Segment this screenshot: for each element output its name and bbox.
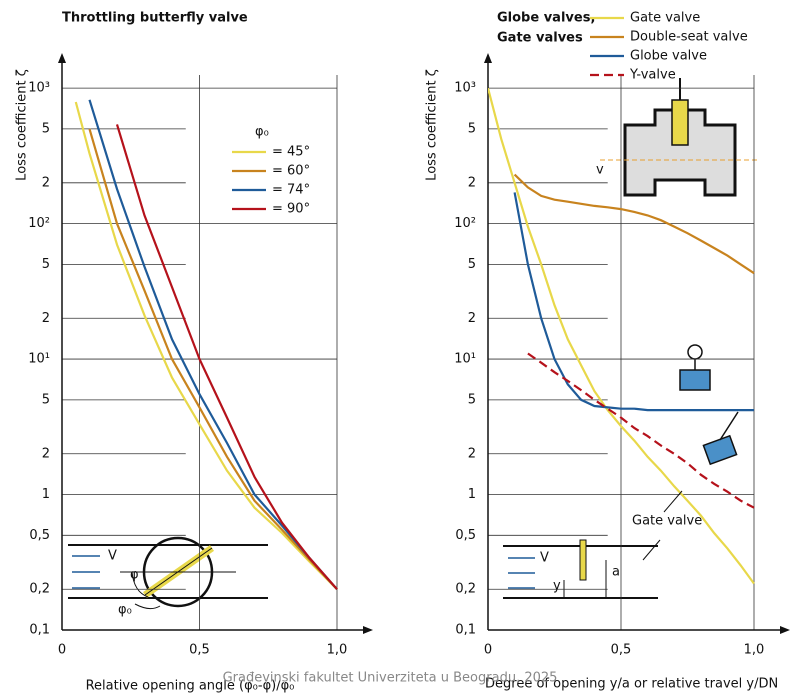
annotation: a (612, 565, 620, 580)
series-line (115, 124, 338, 590)
y-tick-label: 5 (468, 257, 476, 272)
gate-diagram (503, 539, 661, 599)
legend-label: Gate valve (630, 11, 700, 26)
chart-title: Throttling butterfly valve (62, 11, 248, 26)
y-tick-label: 2 (42, 311, 50, 326)
annotation: y (553, 579, 561, 594)
legend-label: = 60° (272, 164, 310, 179)
y-axis-label: Loss coefficient ζ (425, 69, 440, 181)
legend-label: = 45° (272, 145, 310, 160)
y-tick-label: 5 (468, 121, 476, 136)
y-tick-label: 2 (468, 446, 476, 461)
x-axis-arrow (363, 626, 373, 634)
x-axis-label: Degree of opening y/a or relative travel… (485, 677, 778, 692)
x-tick-label: 1,0 (744, 643, 765, 658)
x-tick-label: 0 (58, 643, 66, 658)
series-line (488, 87, 755, 585)
x-tick-label: 0 (484, 643, 492, 658)
y-tick-label: 5 (42, 257, 50, 272)
small-valve-icons (679, 344, 739, 466)
y-tick-label: 10³ (454, 81, 476, 96)
legend-label: = 74° (272, 183, 310, 198)
y-axis-label: Loss coefficient ζ (15, 69, 30, 181)
annotation: v (596, 163, 604, 178)
chart-title: Gate valves (497, 31, 583, 46)
series-line (527, 352, 755, 509)
x-tick-label: 0,5 (189, 643, 210, 658)
y-tick-label: 5 (42, 121, 50, 136)
y-axis-arrow (484, 53, 492, 63)
y-tick-label: 0,2 (455, 582, 476, 597)
y-tick-label: 2 (42, 446, 50, 461)
globe-valve-icon (600, 78, 760, 197)
y-tick-label: 2 (42, 175, 50, 190)
x-tick-label: 1,0 (327, 643, 348, 658)
annotation: φ (130, 568, 139, 583)
legend-label: Double-seat valve (630, 30, 748, 45)
y-tick-label: 0,5 (455, 528, 476, 543)
legend-label: Y-valve (629, 68, 676, 83)
annotation: φ₀ (118, 603, 132, 618)
chart-title: Globe valves, (497, 11, 595, 26)
y-axis-arrow (58, 53, 66, 63)
annotation: Gate valve (632, 514, 702, 529)
y-tick-label: 2 (468, 311, 476, 326)
butterfly-diagram (68, 536, 268, 610)
x-axis-arrow (780, 626, 790, 634)
series-line (74, 101, 338, 590)
y-tick-label: 10³ (28, 81, 50, 96)
y-tick-label: 0,1 (29, 623, 50, 638)
legend-title: φ₀ (255, 125, 269, 140)
x-axis-label: Relative opening angle (φ₀-φ)/φ₀ (86, 679, 295, 694)
y-tick-label: 10² (454, 216, 476, 231)
y-tick-label: 10¹ (454, 352, 476, 367)
annotation-leader (663, 490, 683, 513)
annotation: V (108, 549, 117, 564)
x-tick-label: 0,5 (611, 643, 632, 658)
watermark: Građevinski fakultet Univerziteta u Beog… (223, 671, 558, 686)
y-tick-label: 0,5 (29, 528, 50, 543)
y-tick-label: 0,2 (29, 582, 50, 597)
legend-label: = 90° (272, 202, 310, 217)
annotation: V (540, 551, 549, 566)
y-tick-label: 1 (468, 487, 476, 502)
series-line (88, 128, 338, 590)
y-tick-label: 10² (28, 216, 50, 231)
y-tick-label: 10¹ (28, 352, 50, 367)
y-tick-label: 2 (468, 175, 476, 190)
series-line (513, 173, 755, 275)
series-line (513, 192, 754, 412)
y-tick-label: 5 (468, 392, 476, 407)
y-tick-label: 5 (42, 392, 50, 407)
y-tick-label: 1 (42, 487, 50, 502)
legend-label: Globe valve (630, 49, 707, 64)
y-tick-label: 0,1 (455, 623, 476, 638)
